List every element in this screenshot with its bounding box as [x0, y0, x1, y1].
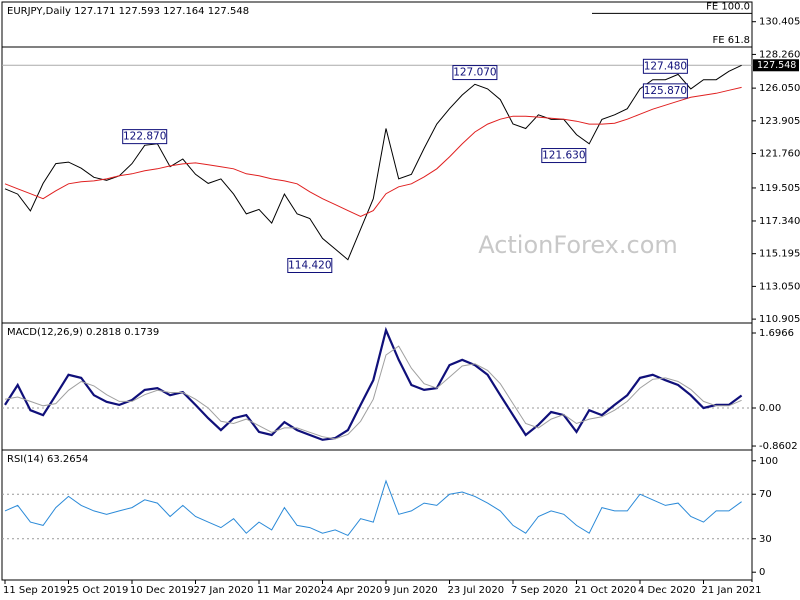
x-tick-label: 24 Apr 2020: [321, 585, 383, 596]
y-tick-label: 128.260: [759, 49, 800, 60]
y-tick-label: 121.760: [759, 149, 800, 160]
y-tick-label: 30: [759, 534, 772, 545]
fe-label: FE 100.0: [706, 1, 750, 12]
annotation-label: 122.870: [123, 131, 166, 143]
x-tick-label: 4 Dec 2020: [638, 585, 696, 596]
y-tick-label: 126.050: [759, 83, 800, 94]
y-tick-label: -0.8602: [759, 441, 798, 452]
annotation-label: 127.070: [453, 67, 496, 79]
y-tick-label: 115.195: [759, 249, 800, 260]
y-tick-label: 113.050: [759, 281, 800, 292]
y-tick-label: 70: [759, 489, 772, 500]
x-tick-label: 27 Jan 2020: [194, 585, 254, 596]
series-line: [4, 64, 742, 261]
x-tick-label: 11 Mar 2020: [257, 585, 320, 596]
y-tick-label: 1.6966: [759, 328, 794, 339]
series-line: [4, 86, 742, 218]
x-tick-label: 9 Jun 2020: [384, 585, 438, 596]
series-line: [4, 479, 742, 537]
annotation-box: [452, 65, 498, 81]
x-tick-label: 25 Oct 2019: [67, 585, 129, 596]
y-tick-label: 110.905: [759, 314, 800, 325]
y-tick-label: 123.905: [759, 116, 800, 127]
y-tick-label: 117.340: [759, 216, 800, 227]
series-line: [4, 345, 742, 440]
y-tick-label: 119.505: [759, 183, 800, 194]
y-tick-label: 0: [759, 567, 765, 578]
x-tick-label: 11 Sep 2019: [3, 585, 66, 596]
last-price-box: [753, 59, 799, 72]
x-tick-label: 21 Oct 2020: [575, 585, 637, 596]
panel-title: RSI(14) 63.2654: [7, 454, 88, 465]
last-price-label: 127.548: [757, 60, 796, 71]
fe-label: FE 61.8: [712, 35, 750, 46]
annotation-label: 125.870: [644, 85, 687, 97]
annotation-box: [541, 148, 587, 164]
x-tick-label: 23 Jul 2020: [448, 585, 505, 596]
annotation-label: 121.630: [542, 150, 585, 162]
x-tick-label: 7 Sep 2020: [511, 585, 568, 596]
annotation-box: [122, 129, 168, 145]
y-tick-label: 0.00: [759, 403, 781, 414]
panel-frame: [1, 449, 753, 581]
annotation-label: 127.480: [644, 60, 687, 72]
watermark: ActionForex.com: [478, 231, 678, 259]
panel-frame: [1, 1, 753, 324]
annotation-box: [642, 83, 688, 99]
annotation-box: [642, 58, 688, 74]
y-tick-label: 100: [759, 456, 778, 467]
annotation-label: 114.420: [288, 260, 331, 272]
panel-title: MACD(12,26,9) 0.2818 0.1739: [7, 327, 159, 338]
annotation-box: [287, 258, 333, 274]
x-tick-label: 10 Dec 2019: [130, 585, 194, 596]
panel-title: EURJPY,Daily 127.171 127.593 127.164 127…: [7, 6, 249, 17]
x-tick-label: 21 Jan 2021: [702, 585, 762, 596]
series-line: [4, 326, 743, 441]
y-tick-label: 130.405: [759, 17, 800, 28]
